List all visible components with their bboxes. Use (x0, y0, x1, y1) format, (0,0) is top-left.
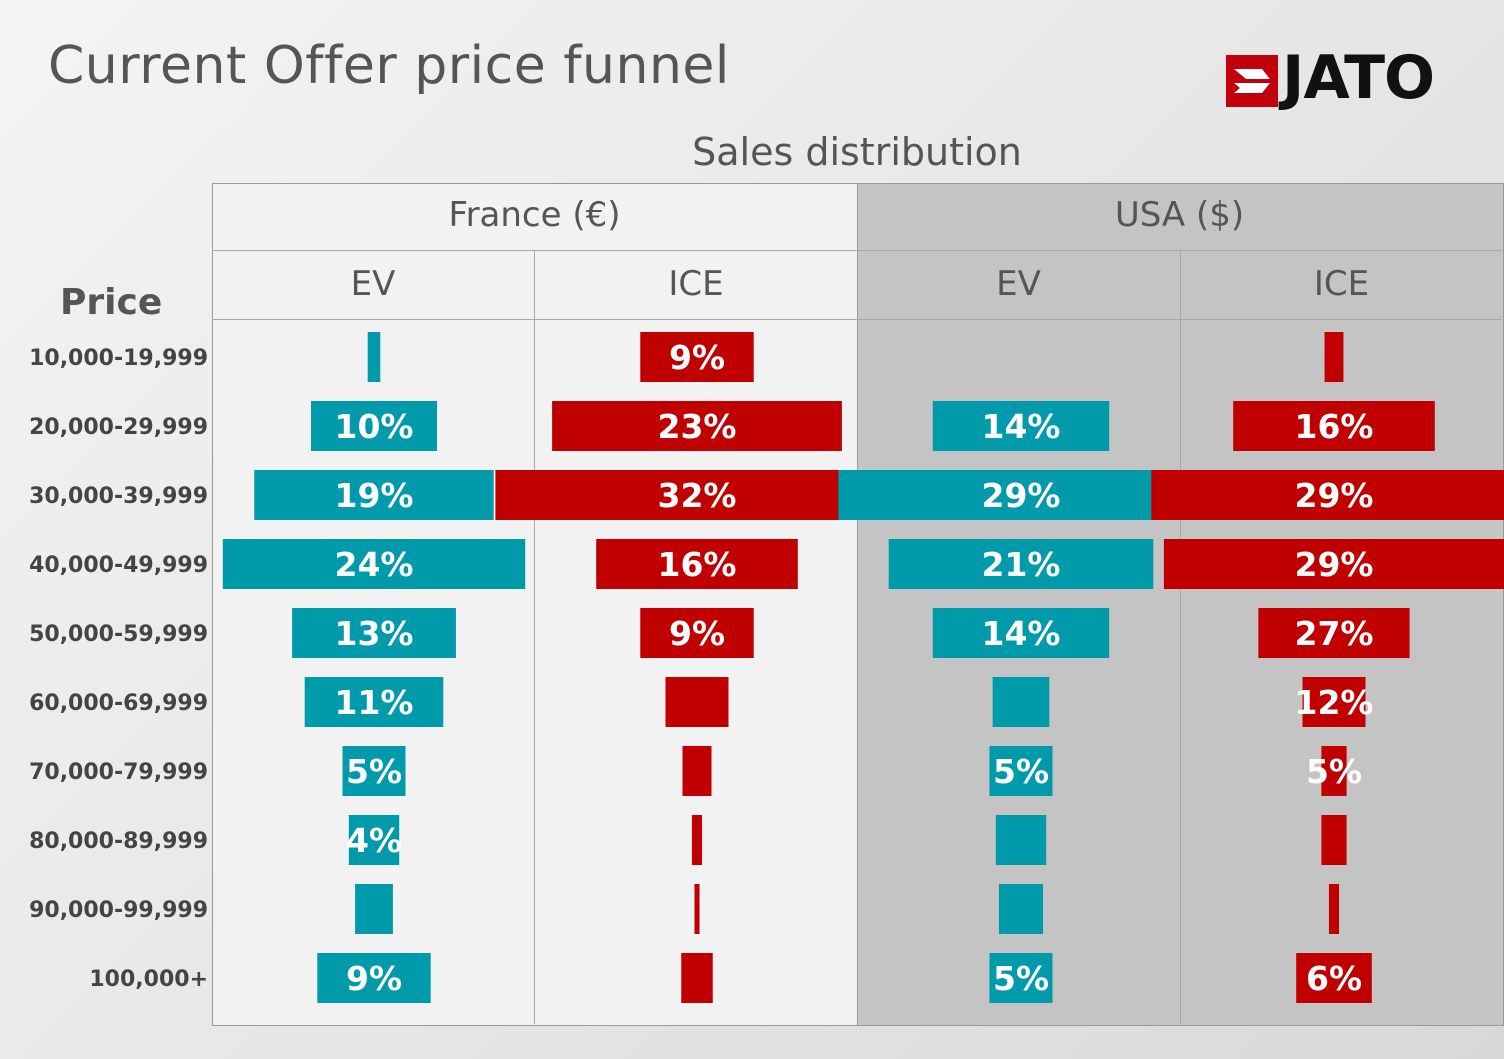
funnel-bar-ice (596, 539, 798, 589)
funnel-bar-ev (998, 884, 1044, 934)
funnel-bar-ev (222, 539, 526, 589)
price-category-label: 90,000-99,999 (29, 898, 208, 923)
france-panel (212, 183, 858, 1026)
funnel-bar-ice (681, 953, 713, 1003)
jato-logo-mark (1226, 55, 1278, 107)
price-category-label: 10,000-19,999 (29, 346, 208, 371)
bar-value-label: 5% (1306, 752, 1362, 791)
price-category-label: 30,000-39,999 (29, 484, 208, 509)
funnel-bar-ice (691, 815, 703, 865)
price-category-label: 50,000-59,999 (29, 622, 208, 647)
funnel-bar-ev (989, 953, 1053, 1003)
column-header-france-ev: EV (350, 264, 396, 304)
bar-value-label: 24% (335, 545, 414, 584)
funnel-bar-ev (989, 746, 1053, 796)
funnel-bar-ice (1296, 953, 1372, 1003)
funnel-bar-ice (682, 746, 712, 796)
jato-logo: JATO (1226, 46, 1458, 110)
header-divider (212, 250, 1502, 251)
funnel-bar-ev (888, 539, 1154, 589)
funnel-bar-ice (665, 677, 729, 727)
bar-value-label: 10% (335, 407, 414, 446)
price-category-label: 60,000-69,999 (29, 691, 208, 716)
funnel-bar-ev (348, 815, 400, 865)
header-divider (212, 319, 1502, 320)
funnel-bar-ice (1324, 332, 1344, 382)
price-category-label: 70,000-79,999 (29, 760, 208, 785)
funnel-bar-ice (640, 332, 754, 382)
bar-value-label: 13% (335, 614, 414, 653)
column-divider (1180, 250, 1181, 1024)
funnel-bar-ev (317, 953, 431, 1003)
bar-value-label: 32% (658, 476, 737, 515)
funnel-bar-ev (311, 401, 437, 451)
jato-logo-text: JATO (1282, 43, 1435, 113)
funnel-bar-ev (304, 677, 444, 727)
price-category-label: 100,000+ (89, 967, 208, 992)
funnel-bar-ev (367, 332, 381, 382)
funnel-bar-ice (1163, 539, 1504, 589)
bar-value-label: 5% (993, 752, 1049, 791)
funnel-bar-ev (342, 746, 406, 796)
funnel-bar-ice (1258, 608, 1410, 658)
funnel-bar-ice (1233, 401, 1435, 451)
bar-value-label: 16% (1295, 407, 1374, 446)
bar-value-label: 5% (346, 752, 402, 791)
column-divider (534, 250, 535, 1024)
page-title: Current Offer price funnel (48, 36, 730, 96)
funnel-bar-ev (992, 677, 1050, 727)
bar-value-label: 5% (993, 959, 1049, 998)
funnel-bar-ev (292, 608, 456, 658)
price-category-label: 80,000-89,999 (29, 829, 208, 854)
funnel-bar-ev (932, 401, 1110, 451)
funnel-bar-ice (1321, 746, 1347, 796)
bar-value-label: 21% (982, 545, 1061, 584)
bar-value-label: 16% (658, 545, 737, 584)
chart-subtitle: Sales distribution (692, 130, 1022, 174)
price-category-label: 40,000-49,999 (29, 553, 208, 578)
funnel-bar-ice (1328, 884, 1340, 934)
bar-value-label: 29% (1295, 545, 1374, 584)
bar-value-label: 19% (335, 476, 414, 515)
bar-value-label: 27% (1295, 614, 1374, 653)
bar-value-label: 9% (669, 338, 725, 377)
funnel-bar-ev (838, 470, 1204, 520)
bar-value-label: 29% (1295, 476, 1374, 515)
funnel-bar-ev (995, 815, 1047, 865)
bar-value-label: 14% (982, 407, 1061, 446)
funnel-bar-ice (1151, 470, 1504, 520)
bar-value-label: 9% (346, 959, 402, 998)
funnel-bar-ice (1302, 677, 1366, 727)
bar-value-label: 9% (669, 614, 725, 653)
country-header-usa: USA ($) (1114, 195, 1245, 235)
country-header-france: France (€) (448, 195, 621, 235)
bar-value-label: 29% (982, 476, 1061, 515)
price-axis-label: Price (60, 282, 163, 323)
bar-value-label: 4% (346, 821, 402, 860)
bar-value-label: 12% (1295, 683, 1374, 722)
bar-value-label: 23% (658, 407, 737, 446)
funnel-bar-ice (640, 608, 754, 658)
funnel-bar-ice (552, 401, 842, 451)
bar-value-label: 11% (335, 683, 414, 722)
bar-value-label: 14% (982, 614, 1061, 653)
funnel-bar-ev (355, 884, 393, 934)
bar-value-label: 6% (1306, 959, 1362, 998)
price-category-label: 20,000-29,999 (29, 415, 208, 440)
funnel-bar-ice (694, 884, 700, 934)
funnel-bar-ice (495, 470, 899, 520)
funnel-bar-ev (254, 470, 494, 520)
column-header-usa-ice: ICE (1313, 264, 1370, 304)
funnel-bar-ev (932, 608, 1110, 658)
column-header-usa-ev: EV (996, 264, 1041, 304)
column-header-france-ice: ICE (668, 264, 724, 304)
funnel-bar-ice (1321, 815, 1347, 865)
